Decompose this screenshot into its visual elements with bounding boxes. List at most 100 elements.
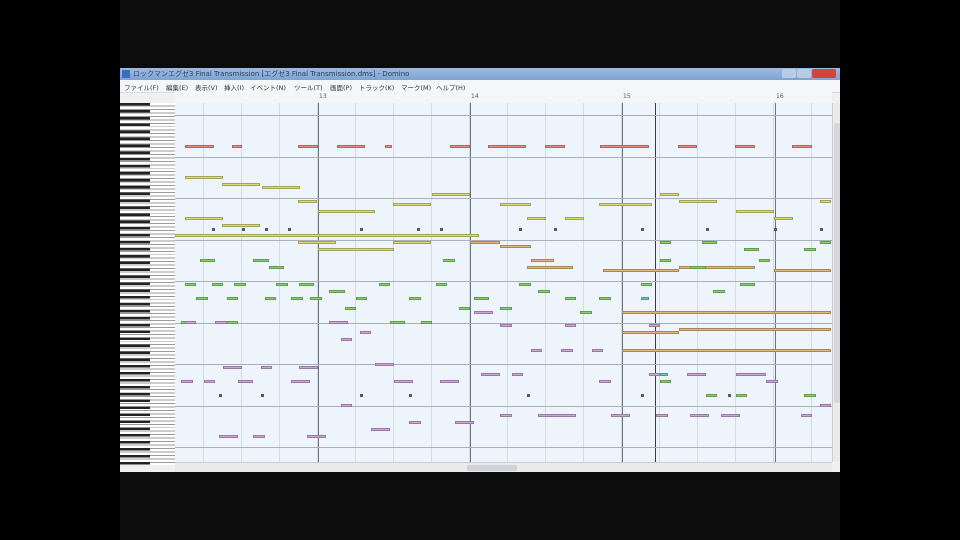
note-purple[interactable]	[648, 372, 660, 376]
note-purple[interactable]	[359, 331, 372, 335]
note-green[interactable]	[713, 289, 725, 293]
note-dark[interactable]	[359, 227, 363, 231]
note-green[interactable]	[660, 379, 672, 383]
note-tan[interactable]	[622, 331, 679, 335]
note-purple[interactable]	[299, 365, 318, 369]
note-yellow[interactable]	[221, 224, 260, 228]
note-green[interactable]	[291, 296, 303, 300]
horizontal-scroll-thumb[interactable]	[467, 465, 517, 471]
note-green[interactable]	[705, 393, 717, 397]
note-green[interactable]	[519, 282, 531, 286]
note-yellow[interactable]	[392, 203, 431, 207]
note-tan[interactable]	[603, 269, 679, 273]
menu-insert[interactable]: 挿入(I)	[224, 84, 244, 92]
note-purple[interactable]	[690, 414, 710, 418]
note-purple[interactable]	[181, 379, 193, 383]
note-green[interactable]	[226, 320, 239, 324]
note-green[interactable]	[329, 289, 345, 293]
note-green[interactable]	[253, 258, 269, 262]
note-green[interactable]	[804, 248, 816, 252]
note-yellow[interactable]	[565, 217, 584, 221]
note-green[interactable]	[804, 393, 816, 397]
note-dark[interactable]	[219, 393, 223, 397]
note-yellow[interactable]	[318, 210, 375, 214]
note-yellow[interactable]	[599, 203, 653, 207]
note-red[interactable]	[384, 144, 393, 148]
note-purple[interactable]	[648, 324, 660, 328]
note-yellow[interactable]	[297, 199, 317, 203]
note-green[interactable]	[443, 258, 455, 262]
note-red[interactable]	[337, 144, 366, 148]
note-green[interactable]	[736, 393, 748, 397]
note-green[interactable]	[344, 307, 356, 311]
note-purple[interactable]	[561, 348, 573, 352]
note-purple[interactable]	[394, 379, 413, 383]
note-purple[interactable]	[736, 372, 767, 376]
note-yellow[interactable]	[527, 217, 546, 221]
note-green[interactable]	[641, 282, 653, 286]
note-yellow[interactable]	[221, 182, 260, 186]
note-green[interactable]	[458, 307, 470, 311]
note-dark[interactable]	[409, 393, 413, 397]
note-green[interactable]	[310, 296, 322, 300]
note-green[interactable]	[538, 289, 550, 293]
note-tan[interactable]	[527, 265, 573, 269]
note-red[interactable]	[599, 144, 650, 148]
note-tan[interactable]	[679, 265, 755, 269]
note-dark[interactable]	[553, 227, 557, 231]
note-yellow[interactable]	[297, 241, 336, 245]
note-yellow[interactable]	[774, 217, 793, 221]
note-purple[interactable]	[591, 348, 603, 352]
note-dark[interactable]	[416, 227, 420, 231]
note-purple[interactable]	[720, 414, 740, 418]
note-green[interactable]	[211, 282, 223, 286]
note-dark[interactable]	[641, 393, 645, 397]
menu-tools[interactable]: ツール(T)	[294, 84, 323, 92]
note-purple[interactable]	[686, 372, 706, 376]
note-red[interactable]	[449, 144, 470, 148]
menu-file[interactable]: ファイル(F)	[124, 84, 159, 92]
note-purple[interactable]	[409, 421, 421, 425]
note-green[interactable]	[299, 282, 315, 286]
note-green[interactable]	[420, 320, 432, 324]
note-green[interactable]	[473, 296, 489, 300]
note-purple[interactable]	[766, 379, 778, 383]
note-green[interactable]	[226, 296, 239, 300]
note-green[interactable]	[356, 296, 368, 300]
note-red[interactable]	[791, 144, 812, 148]
playback-cursor[interactable]	[655, 103, 656, 462]
note-green[interactable]	[660, 241, 672, 245]
note-green[interactable]	[580, 310, 592, 314]
note-purple[interactable]	[261, 365, 273, 369]
note-dark[interactable]	[242, 227, 246, 231]
menu-event[interactable]: イベント(N)	[250, 84, 286, 92]
note-green[interactable]	[276, 282, 288, 286]
note-purple[interactable]	[253, 435, 265, 439]
note-yellow[interactable]	[262, 186, 301, 190]
piano-roll-grid[interactable]	[175, 103, 832, 462]
note-green[interactable]	[819, 241, 831, 245]
note-red[interactable]	[544, 144, 565, 148]
note-green[interactable]	[565, 296, 577, 300]
note-purple[interactable]	[610, 414, 630, 418]
note-purple[interactable]	[454, 421, 474, 425]
note-purple[interactable]	[204, 379, 216, 383]
note-green[interactable]	[268, 265, 284, 269]
note-dark[interactable]	[641, 227, 645, 231]
menu-screen[interactable]: 画面(P)	[330, 84, 352, 92]
note-green[interactable]	[739, 282, 755, 286]
maximize-button[interactable]	[797, 69, 811, 78]
note-green[interactable]	[196, 296, 208, 300]
note-purple[interactable]	[340, 404, 353, 408]
menu-track[interactable]: トラック(K)	[359, 84, 395, 92]
note-purple[interactable]	[500, 324, 512, 328]
menu-help[interactable]: ヘルプ(H)	[436, 84, 466, 92]
note-purple[interactable]	[291, 379, 311, 383]
note-dark[interactable]	[264, 227, 268, 231]
note-purple[interactable]	[565, 324, 577, 328]
note-green[interactable]	[435, 282, 448, 286]
note-green[interactable]	[743, 248, 759, 252]
horizontal-scrollbar[interactable]	[175, 462, 832, 472]
note-teal[interactable]	[641, 296, 649, 300]
note-tan[interactable]	[774, 269, 831, 273]
